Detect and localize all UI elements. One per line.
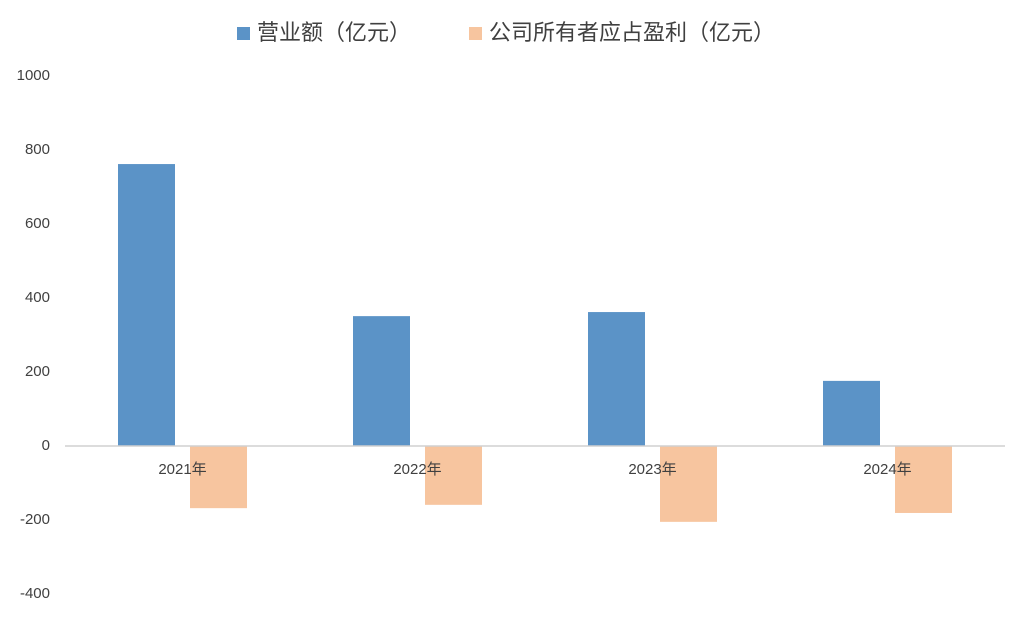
y-tick-label: 1000 xyxy=(17,67,50,84)
bar xyxy=(190,446,247,509)
bar xyxy=(425,446,482,505)
bar xyxy=(588,312,645,446)
x-tick-label: 2022年 xyxy=(393,461,441,478)
y-tick-label: 200 xyxy=(25,363,50,380)
x-tick-label: 2023年 xyxy=(628,461,676,478)
x-tick-label: 2021年 xyxy=(158,461,206,478)
bar xyxy=(118,164,175,446)
bar xyxy=(660,446,717,522)
bar xyxy=(895,446,952,513)
y-tick-label: 400 xyxy=(25,289,50,306)
legend-label: 公司所有者应占盈利（亿元） xyxy=(489,20,775,45)
bar xyxy=(823,380,880,446)
bar xyxy=(353,316,410,446)
legend-swatch xyxy=(469,27,482,40)
y-tick-label: -400 xyxy=(20,585,50,602)
y-tick-label: -200 xyxy=(20,511,50,528)
legend-label: 营业额（亿元） xyxy=(257,20,411,45)
legend-swatch xyxy=(237,27,250,40)
y-tick-label: 0 xyxy=(42,437,50,454)
y-tick-label: 800 xyxy=(25,141,50,158)
y-tick-label: 600 xyxy=(25,215,50,232)
x-tick-label: 2024年 xyxy=(863,461,911,478)
